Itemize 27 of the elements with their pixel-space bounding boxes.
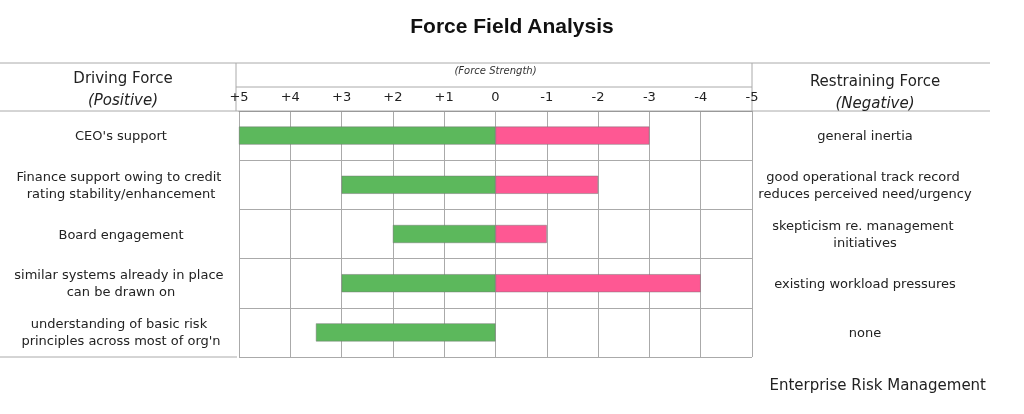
x-tick-label: -2 xyxy=(591,89,605,104)
x-tick-label: -4 xyxy=(694,89,708,104)
y2-tick-label: good operational track record reduces perceived need/urgency xyxy=(758,168,972,201)
x-tick-label: -1 xyxy=(540,89,554,104)
x-tick-label: -3 xyxy=(642,89,656,104)
y-tick-label: CEO's support xyxy=(75,128,167,144)
y-tick-label: Finance support owing to credit rating stability/enhancement xyxy=(16,168,226,201)
y-tick-label: understanding of basic risk principles across most of org'n xyxy=(21,316,221,349)
y2-axis-title: Restraining Force (Negative) xyxy=(809,72,941,112)
x-tick-label: -5 xyxy=(745,89,759,104)
x-tick-label: +4 xyxy=(280,89,300,104)
x-tick-label: +2 xyxy=(383,89,403,104)
x-tick-label: +5 xyxy=(229,89,249,104)
y2-tick-label: existing workload pressures xyxy=(774,275,956,291)
bar xyxy=(315,323,496,342)
y-axis-title: Driving Force (Positive) xyxy=(73,69,173,109)
y2-tick-label: none xyxy=(848,324,882,340)
text: Enterprise Risk Management xyxy=(769,375,987,394)
x-tick-label: 0 xyxy=(491,89,500,104)
y-tick-label: similar systems already in place can be drawn on xyxy=(14,267,228,300)
chart-title: Force Field Analysis xyxy=(410,14,614,37)
y2-tick-label: general inertia xyxy=(817,128,913,144)
x-tick-label: +3 xyxy=(332,89,352,104)
y2-tick-label: skepticism re. management initiatives xyxy=(772,218,958,250)
x-axis-title: (Force Strength) xyxy=(454,64,537,76)
y-tick-label: Board engagement xyxy=(58,226,184,242)
x-tick-label: +1 xyxy=(434,89,454,104)
